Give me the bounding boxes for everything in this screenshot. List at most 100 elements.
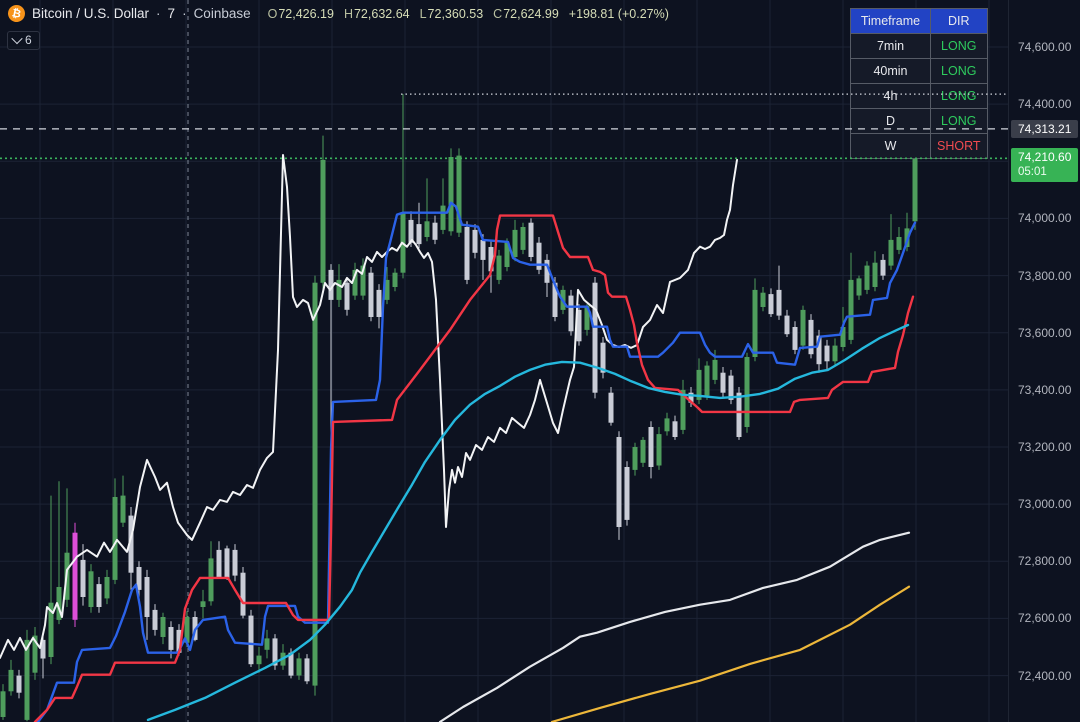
candle [368, 272, 374, 317]
open-value: 72,426.19 [278, 6, 334, 21]
candle [104, 577, 110, 599]
series-ema-cyan [146, 323, 910, 722]
candle [216, 549, 222, 577]
candle [472, 229, 478, 253]
candle [296, 658, 302, 676]
candle [784, 315, 790, 335]
candle [408, 219, 414, 243]
direction-cell: LONG [930, 108, 988, 134]
table-row: 4h LONG [850, 83, 988, 109]
candles-layer [0, 94, 918, 722]
axis-tick-label: 74,000.00 [1018, 211, 1072, 226]
axis-tick-label: 74,600.00 [1018, 40, 1072, 54]
candle [808, 319, 814, 355]
candle [112, 497, 118, 580]
candle [608, 392, 614, 423]
candle [376, 289, 382, 317]
bar-countdown: 05:01 [1018, 166, 1047, 179]
candle [152, 609, 158, 630]
table-row: 40min LONG [850, 58, 988, 84]
candle [120, 495, 126, 523]
candle [872, 262, 878, 287]
candle [464, 227, 470, 280]
candle [488, 247, 494, 272]
candle [344, 282, 350, 310]
candle [544, 259, 550, 283]
candle [32, 635, 38, 673]
last-price-label: 74,210.60 05:01 [1011, 148, 1078, 183]
candle [768, 294, 774, 315]
candle [848, 279, 854, 340]
candle [352, 269, 358, 296]
candle [776, 289, 782, 316]
candle [664, 418, 670, 432]
axis-tick-label: 73,000.00 [1018, 497, 1072, 512]
candle [696, 369, 702, 400]
series-trail-red [33, 214, 915, 722]
timeframe-cell: 4h [850, 83, 931, 109]
candle [336, 279, 342, 300]
candle [904, 228, 910, 247]
interval-label[interactable]: 7 [167, 6, 176, 21]
candle [616, 437, 622, 527]
candle [248, 615, 254, 665]
candle [16, 675, 22, 693]
axis-tick-label: 72,400.00 [1018, 668, 1072, 683]
candle [200, 601, 206, 607]
candle [360, 265, 366, 296]
candle [424, 221, 430, 237]
candle [176, 629, 182, 653]
candle [880, 259, 886, 276]
candle [704, 365, 710, 396]
table-header-dir: DIR [930, 8, 988, 34]
axis-tick-label: 73,600.00 [1018, 325, 1072, 340]
high-value: 72,632.64 [353, 6, 410, 21]
candle [48, 602, 54, 657]
candle [824, 345, 830, 362]
axis-tick-label: 72,600.00 [1018, 611, 1072, 626]
price-chart-canvas[interactable] [0, 0, 1008, 722]
symbol-title[interactable]: Bitcoin / U.S. Dollar [32, 6, 150, 21]
candle [480, 239, 486, 260]
candle [536, 242, 542, 270]
axis-tick-label: 72,800.00 [1018, 554, 1072, 569]
chart-svg[interactable] [0, 0, 1008, 722]
candle [504, 242, 510, 267]
candle [712, 359, 718, 380]
candle [512, 229, 518, 257]
candle [432, 222, 438, 240]
price-axis[interactable]: 74,600.00 74,400.00 74,000.00 73,800.00 73,6… [1008, 0, 1080, 722]
candle [416, 224, 422, 245]
series-ma-white [438, 531, 911, 722]
candle [144, 577, 150, 617]
candle [896, 237, 902, 250]
candle [528, 222, 534, 257]
gridlines [0, 0, 1008, 722]
candle [160, 617, 166, 637]
candle [264, 638, 270, 650]
candle [832, 345, 838, 362]
candle [448, 157, 454, 232]
candle [816, 335, 822, 365]
candle [184, 617, 190, 643]
candle [576, 309, 582, 342]
candle [800, 309, 806, 346]
candle [24, 639, 30, 720]
indicators-collapse-button[interactable]: 6 [7, 31, 40, 50]
symbol-header: ₿ Bitcoin / U.S. Dollar · 7 · Coinbase O… [6, 3, 669, 24]
table-header-timeframe: Timeframe [850, 8, 931, 34]
candle [600, 342, 606, 373]
candle [304, 658, 310, 682]
candle [792, 327, 798, 350]
timeframe-cell: D [850, 108, 931, 134]
direction-cell: LONG [930, 58, 988, 84]
candle [736, 392, 742, 437]
axis-tick-label: 73,800.00 [1018, 268, 1072, 283]
close-value: 72,624.99 [503, 6, 559, 21]
candle [760, 292, 766, 307]
candle [656, 434, 662, 466]
separator-dot: · [156, 6, 161, 21]
indicators-count: 6 [25, 33, 32, 47]
candle [272, 638, 278, 666]
